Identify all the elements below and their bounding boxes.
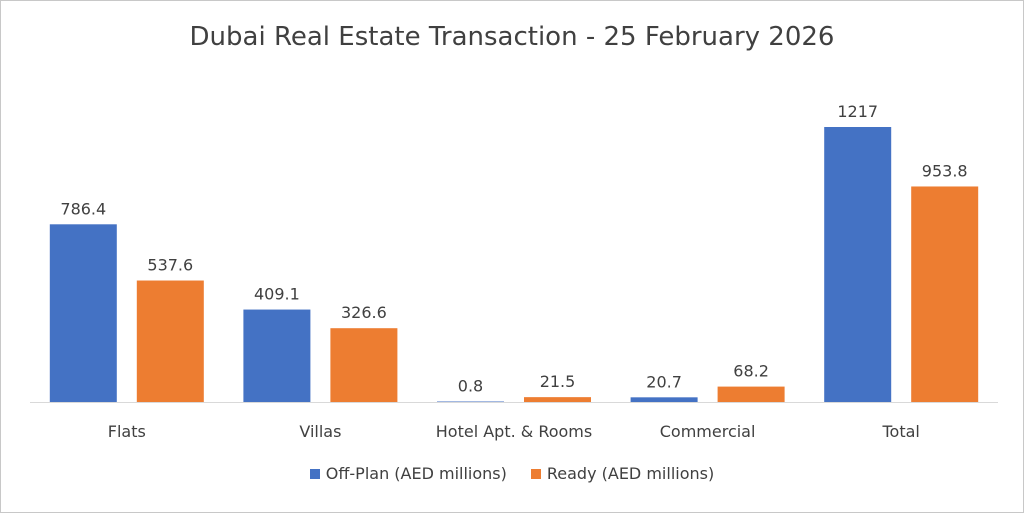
- legend-swatch-ready: [530, 468, 541, 479]
- legend-label-off-plan: Off-Plan (AED millions): [325, 464, 507, 483]
- data-label: 21.5: [540, 372, 576, 391]
- category-label: Commercial: [660, 422, 756, 441]
- data-label: 1217: [837, 102, 878, 121]
- legend-label-ready: Ready (AED millions): [546, 464, 715, 483]
- bar-off-plan-total: [824, 127, 892, 402]
- legend: Off-Plan (AED millions) Ready (AED milli…: [0, 464, 1024, 483]
- data-label: 326.6: [341, 303, 387, 322]
- data-label: 68.2: [733, 362, 769, 381]
- legend-swatch-off-plan: [309, 468, 320, 479]
- bar-ready-villas: [330, 328, 398, 402]
- data-label: 537.6: [147, 256, 193, 275]
- data-label: 953.8: [922, 161, 968, 180]
- bar-ready-flats: [136, 280, 204, 402]
- bar-off-plan-commercial: [630, 397, 698, 402]
- category-label: Hotel Apt. & Rooms: [436, 422, 592, 441]
- chart-title: Dubai Real Estate Transaction - 25 Febru…: [189, 22, 835, 52]
- data-label: 20.7: [646, 372, 682, 391]
- data-label: 786.4: [60, 199, 106, 218]
- data-label: 0.8: [458, 377, 483, 396]
- legend-item-off-plan: Off-Plan (AED millions): [309, 464, 507, 483]
- data-label: 409.1: [254, 285, 300, 304]
- bar-ready-hotel-apt-rooms: [524, 397, 591, 402]
- bar-off-plan-flats: [49, 224, 117, 402]
- category-label: Villas: [299, 422, 341, 441]
- bar-ready-total: [911, 186, 979, 402]
- legend-item-ready: Ready (AED millions): [530, 464, 715, 483]
- bar-off-plan-villas: [243, 309, 311, 402]
- bar-off-plan-hotel-apt-rooms: [437, 401, 504, 402]
- bar-ready-commercial: [717, 386, 785, 402]
- category-label: Total: [882, 422, 920, 441]
- category-label: Flats: [108, 422, 146, 441]
